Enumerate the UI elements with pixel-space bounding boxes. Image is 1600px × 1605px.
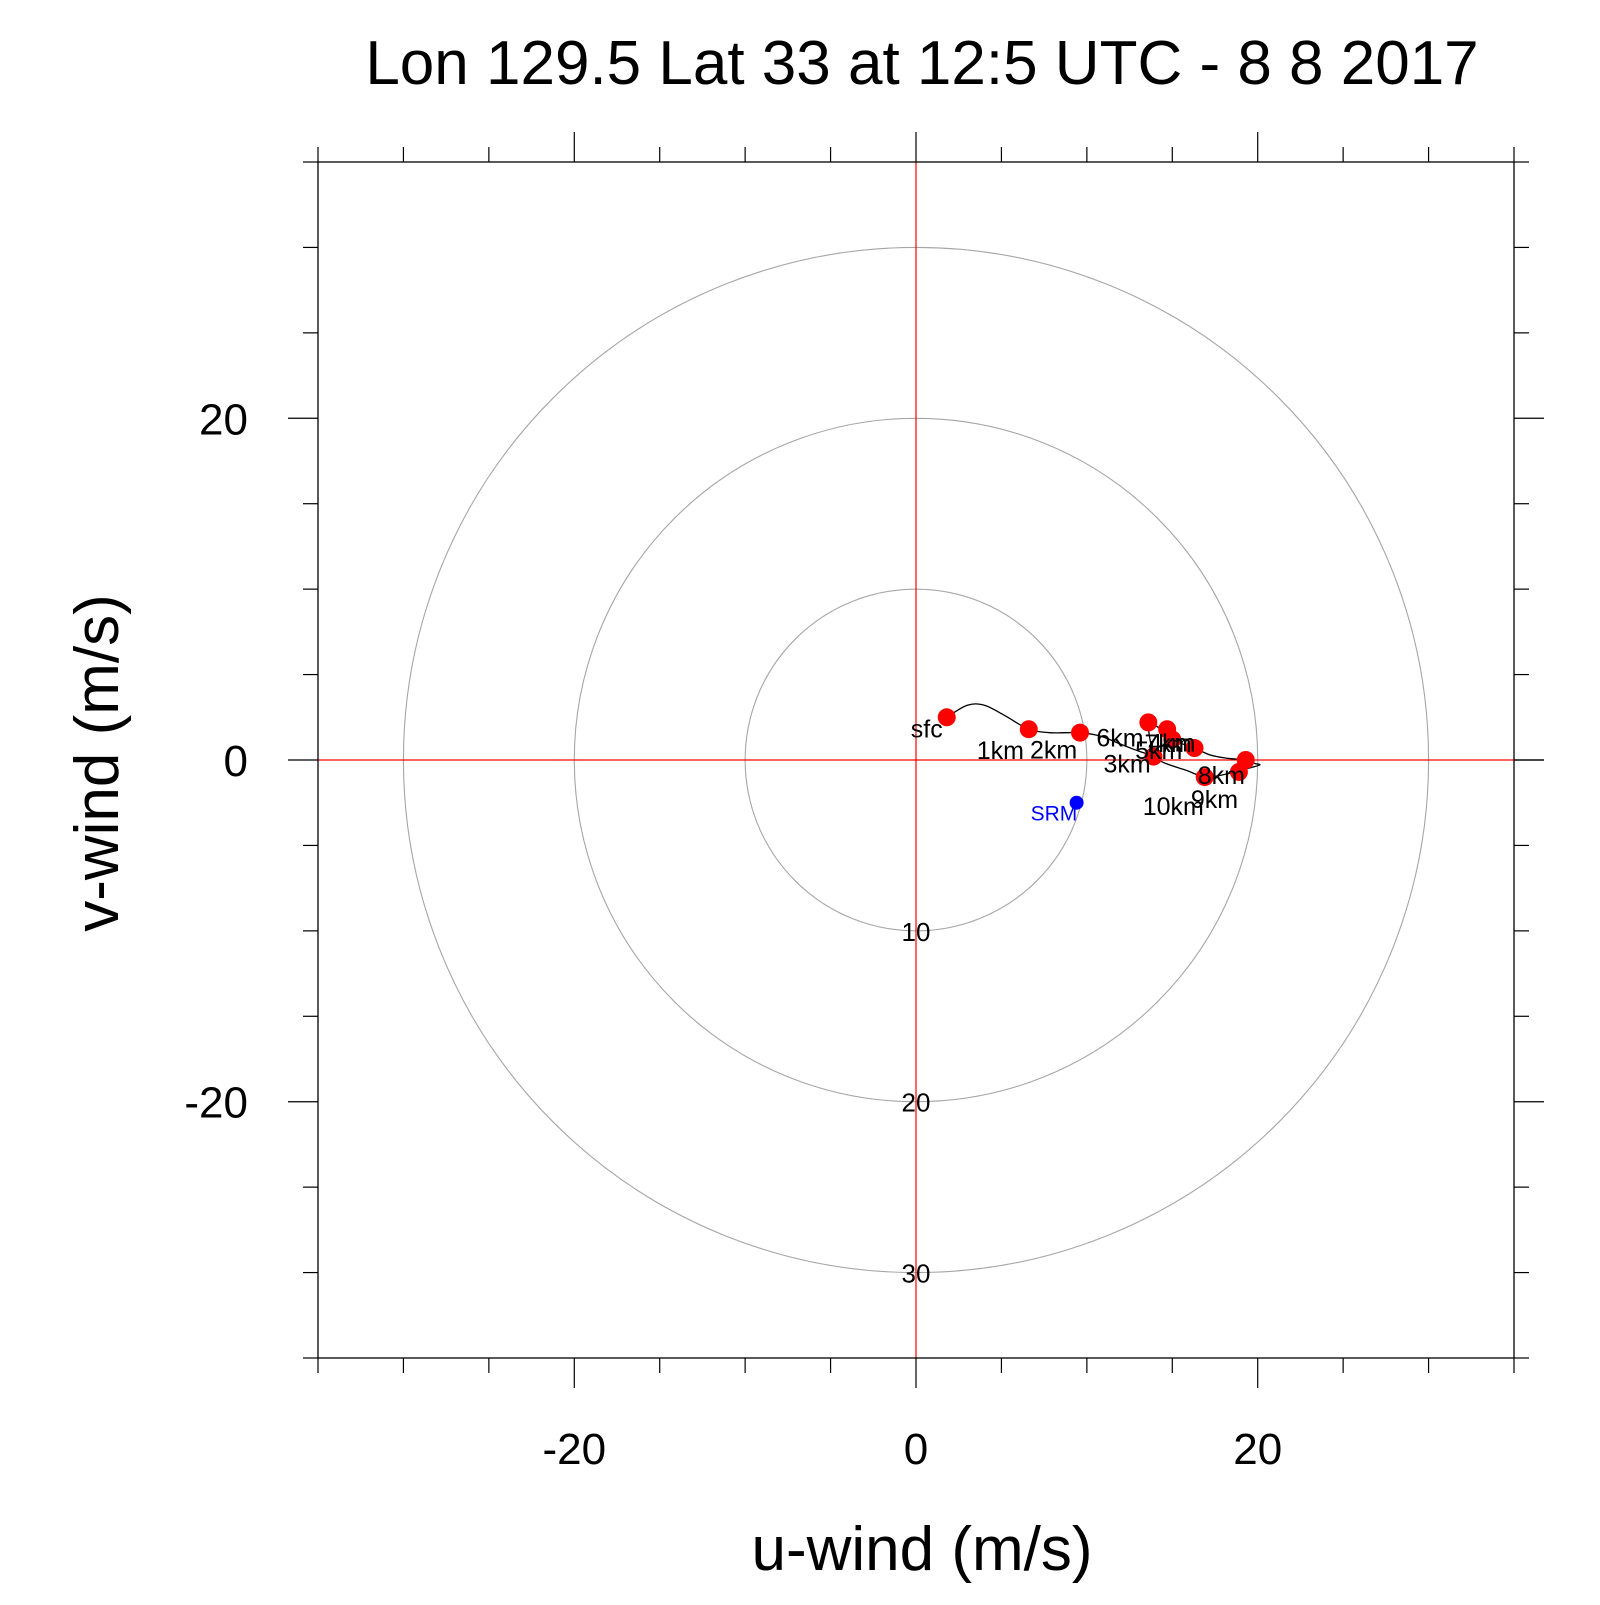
x-tick-label: 0 (904, 1425, 928, 1474)
level-label-4km: 4km (1148, 729, 1195, 757)
x-tick-label: -20 (542, 1425, 606, 1474)
origin-crosshair (318, 162, 1544, 1358)
level-label-10km: 10km (1143, 793, 1204, 821)
axis-ticks (288, 132, 1544, 1388)
level-label-3km: 3km (1103, 751, 1150, 779)
level-label-7km: 7km (1144, 730, 1191, 758)
range-ring-label: 10 (902, 917, 931, 947)
level-marker-1km (1019, 720, 1038, 739)
y-tick-label: -20 (184, 1079, 248, 1128)
level-label-2km: 2km (1030, 737, 1077, 765)
level-markers (937, 708, 1255, 787)
range-ring-label: 20 (902, 1088, 931, 1118)
range-ring-labels: 10 20 30 (902, 917, 931, 1289)
x-tick-label: 20 (1233, 1425, 1282, 1474)
y-tick-label: 0 (224, 737, 248, 786)
range-ring-label: 30 (902, 1259, 931, 1289)
srm-marker (1069, 795, 1084, 810)
level-label-8km: 8km (1198, 762, 1245, 790)
level-marker-6km (1139, 713, 1158, 732)
level-marker-10km (1195, 768, 1214, 787)
storm-relative-motion: SRM (1031, 795, 1084, 826)
level-marker-5km (1158, 720, 1177, 739)
y-axis-label: v-wind (m/s) (63, 594, 132, 932)
level-marker-sfc (937, 708, 956, 727)
x-axis-label: u-wind (m/s) (751, 1515, 1092, 1584)
level-label-1km: 1km (977, 737, 1024, 765)
level-marker-9km (1229, 762, 1248, 781)
level-marker-2km (1071, 723, 1090, 742)
level-marker-7km (1185, 739, 1204, 758)
level-label-9km: 9km (1191, 786, 1238, 814)
level-label-5km: 5km (1135, 737, 1182, 765)
level-label-sfc: sfc (911, 715, 943, 743)
chart-title: Lon 129.5 Lat 33 at 12:5 UTC - 8 8 2017 (365, 29, 1478, 98)
axis-tick-labels: -20 0 20 20 0 -20 (184, 395, 1282, 1474)
y-tick-label: 20 (199, 395, 248, 444)
level-marker-3km (1144, 747, 1163, 766)
level-label-6km: 6km (1096, 724, 1143, 752)
srm-label: SRM (1031, 803, 1078, 826)
